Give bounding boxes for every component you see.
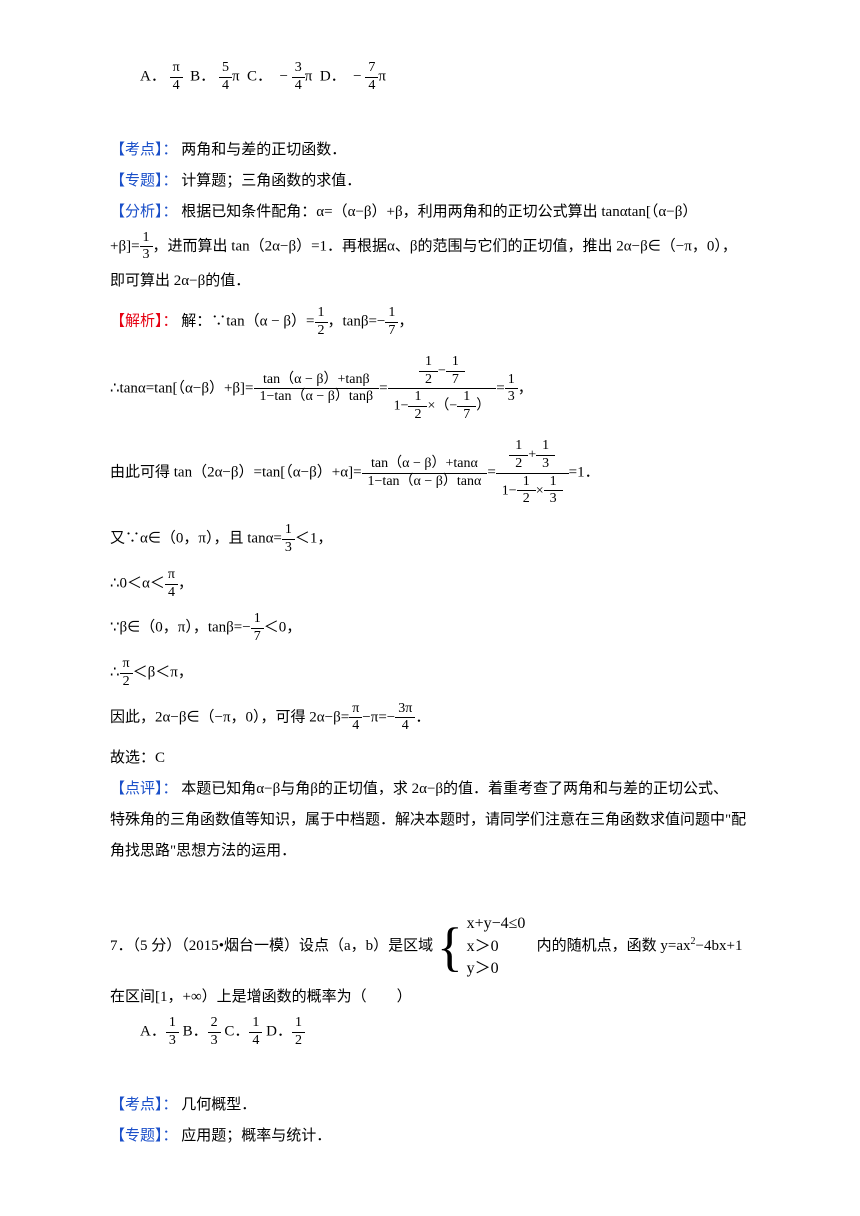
opt-b-prefix: B． xyxy=(190,69,215,85)
zhuanti-row: 【专题】： 计算题；三角函数的求值． xyxy=(110,168,770,195)
dianping-label: 【点评】： xyxy=(110,781,178,797)
brace-icon: { xyxy=(437,920,463,974)
fenxi-text-1: 根据已知条件配角：α=（α−β）+β，利用两角和的正切公式算出 tanαtan[… xyxy=(178,204,698,220)
system-inequalities: x+y−4≤0 x＞0 y＞0 xyxy=(467,913,526,980)
q7-kaodian: 【考点】： 几何概型． xyxy=(110,1092,770,1119)
dianping-row-3: 角找思路"思想方法的运用． xyxy=(110,838,770,865)
kaodian-row: 【考点】： 两角和与差的正切函数． xyxy=(110,137,770,164)
opt-a-frac: π 4 xyxy=(170,60,183,95)
q7-zhuanti: 【专题】： 应用题；概率与统计． xyxy=(110,1123,770,1150)
zhuanti-label: 【专题】： xyxy=(110,173,178,189)
jiexi-row-5: ∴0＜α＜π4， xyxy=(110,567,770,602)
jiexi-row-7: ∴π2＜β＜π， xyxy=(110,656,770,691)
dianping-row-2: 特殊角的三角函数值等知识，属于中档题．解决本题时，请同学们注意在三角函数求值问题… xyxy=(110,807,770,834)
opt-a-prefix: A． xyxy=(140,69,166,85)
fenxi-row-3: 即可算出 2α−β的值． xyxy=(110,268,770,295)
opt-c-prefix: C． − xyxy=(247,69,288,85)
jiexi-row-8: 因此，2α−β∈（−π，0），可得 2α−β=π4−π=−3π4． xyxy=(110,701,770,736)
jiexi-row-4: 又∵α∈（0，π），且 tanα=13＜1， xyxy=(110,522,770,557)
q7-stem-1: 7．（5 分）（2015•烟台一模）设点（a，b）是区域 { x+y−4≤0 x… xyxy=(110,913,770,980)
zhuanti-text: 计算题；三角函数的求值． xyxy=(178,173,362,189)
fenxi-row-1: 【分析】： 根据已知条件配角：α=（α−β）+β，利用两角和的正切公式算出 ta… xyxy=(110,199,770,226)
jiexi-row-9: 故选：C xyxy=(110,745,770,772)
opt-d-frac: 7 4 xyxy=(365,60,378,95)
jiexi-label: 【解析】： xyxy=(110,314,178,330)
opt-c-frac: 3 4 xyxy=(292,60,305,95)
jiexi-row-6: ∵β∈（0，π），tanβ=−17＜0， xyxy=(110,611,770,646)
q6-options: A． π 4 B． 5 4 π C． − 3 4 π D． − 7 4 π xyxy=(110,60,770,95)
jiexi-row-1: 【解析】： 解：∵tan（α − β）=12，tanβ=−17， xyxy=(110,305,770,340)
fenxi-label: 【分析】： xyxy=(110,204,178,220)
jiexi-row-3: 由此可得 tan（2α−β）=tan[（α−β）+α]=tan（α − β）+t… xyxy=(110,438,770,508)
jiexi-row-2: ∴tanα=tan[（α−β）+β]=tan（α − β）+tanβ1−tan（… xyxy=(110,354,770,424)
fenxi-row-2: +β]=13，进而算出 tan（2α−β）=1．再根据α、β的范围与它们的正切值… xyxy=(110,230,770,265)
q7-stem-2: 在区间[1，+∞）上是增函数的概率为（ ） xyxy=(110,984,770,1011)
dianping-row-1: 【点评】： 本题已知角α−β与角β的正切值，求 2α−β的值．着重考查了两角和与… xyxy=(110,776,770,803)
opt-b-frac: 5 4 xyxy=(219,60,232,95)
q7-options: A．13 B．23 C．14 D．12 xyxy=(110,1015,770,1050)
opt-d-prefix: D． − xyxy=(320,69,362,85)
kaodian-label: 【考点】： xyxy=(110,142,178,158)
kaodian-text: 两角和与差的正切函数． xyxy=(178,142,347,158)
